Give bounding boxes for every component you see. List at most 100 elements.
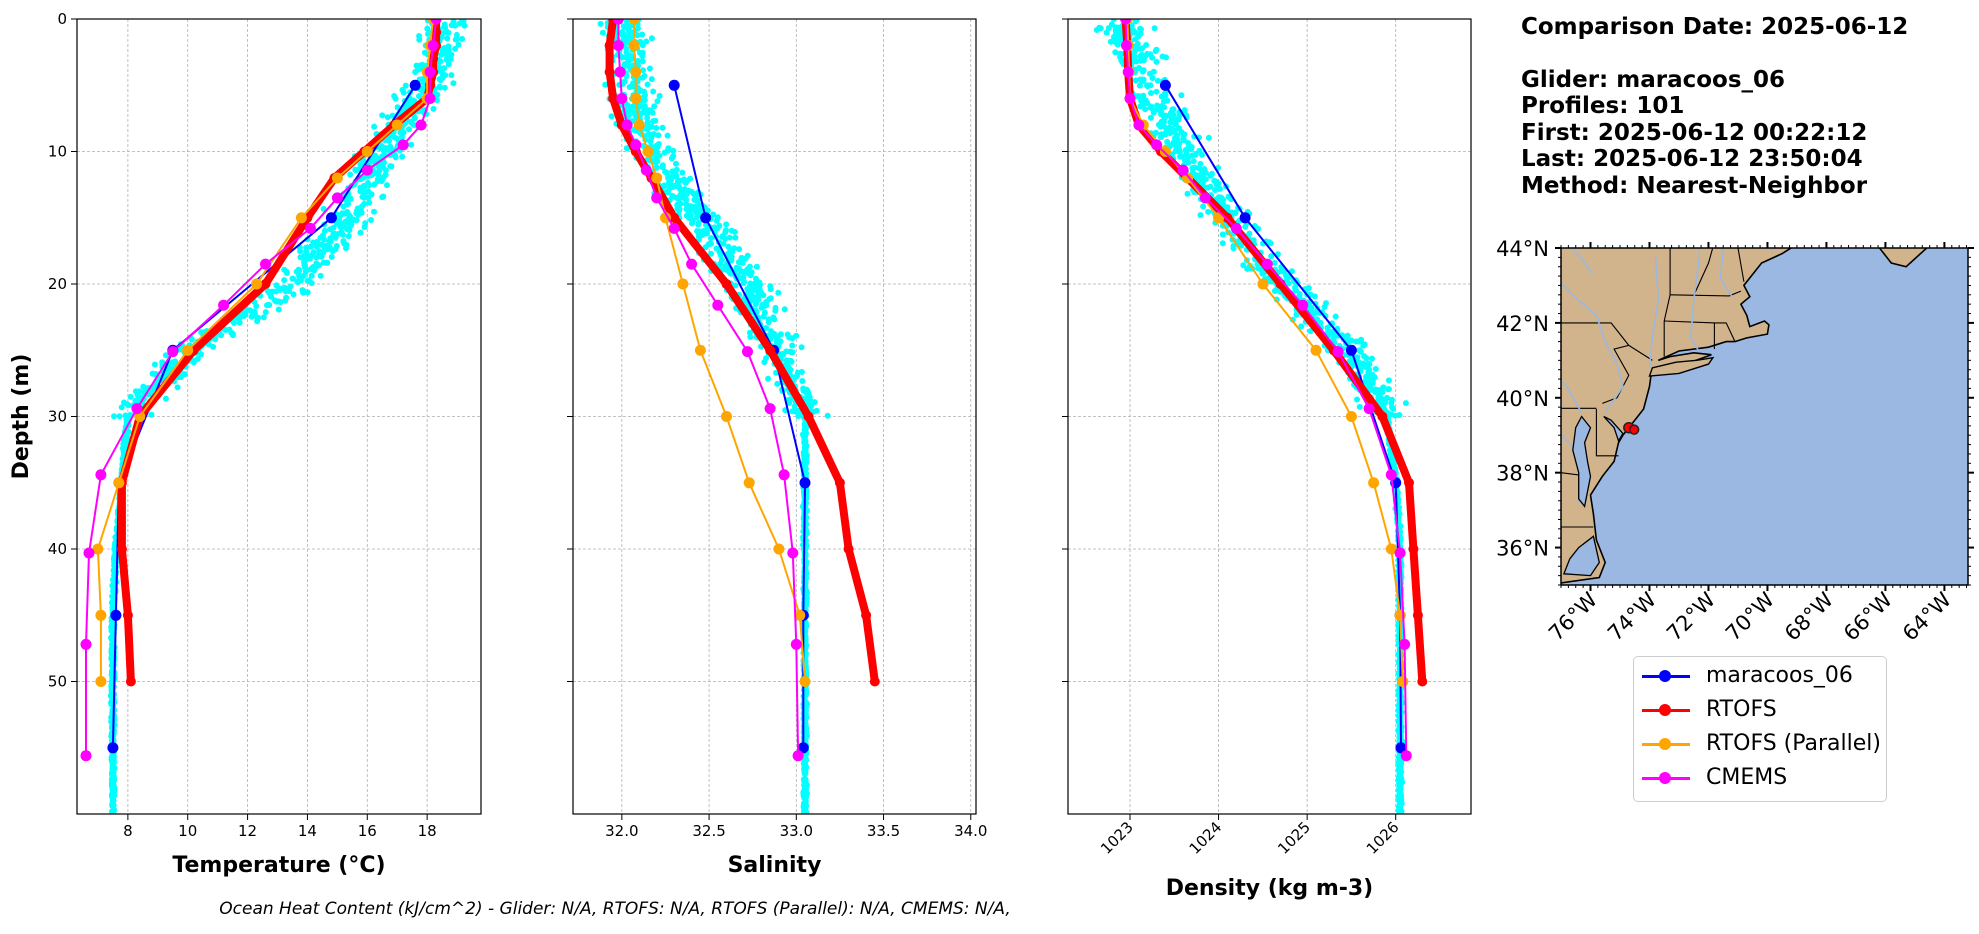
scatter-point: [718, 256, 725, 263]
scatter-point: [738, 259, 745, 266]
scatter-point: [313, 243, 320, 250]
series-point: [95, 609, 107, 621]
series-point: [260, 279, 271, 289]
series-point: [167, 346, 179, 358]
scatter-point: [736, 265, 743, 272]
land-canada: [1878, 248, 1929, 268]
scatter-point: [352, 166, 359, 173]
scatter-point: [424, 25, 431, 32]
scatter-point: [1230, 245, 1237, 252]
scatter-point: [210, 343, 217, 350]
scatter-point: [630, 126, 637, 133]
series-line: [673, 85, 806, 748]
scatter-point: [1138, 26, 1144, 33]
x-tick-label: 18: [418, 822, 437, 840]
ohc-footer: Ocean Heat Content (kJ/cm^2) - Glider: N…: [219, 899, 1011, 919]
series-point: [304, 222, 316, 234]
scatter-point: [639, 31, 646, 38]
scatter-point: [1366, 366, 1373, 373]
scatter-point: [1361, 341, 1368, 348]
scatter-point: [767, 286, 774, 293]
scatter-point: [326, 238, 333, 245]
scatter-point: [415, 66, 422, 73]
scatter-point: [321, 244, 328, 251]
scatter-point: [624, 25, 631, 32]
scatter-point: [771, 330, 778, 337]
scatter-point: [1174, 132, 1181, 139]
series-point: [677, 278, 689, 290]
chesapeake-bay: [1572, 415, 1592, 508]
scatter-point: [379, 194, 386, 201]
map-lat-label: 38°N: [1496, 462, 1549, 486]
scatter-point: [448, 51, 455, 58]
series-point: [92, 543, 104, 555]
scatter-point: [453, 31, 460, 38]
series-point: [1377, 411, 1388, 422]
river: [1689, 248, 1701, 351]
scatter-point: [361, 174, 368, 181]
scatter-point: [437, 84, 444, 91]
scatter-point: [459, 35, 466, 42]
scatter-point: [1385, 386, 1392, 393]
scatter-point: [456, 20, 463, 27]
scatter-point: [654, 158, 661, 165]
series-point: [1124, 93, 1136, 104]
series-line: [96, 19, 435, 682]
series-point: [1399, 638, 1411, 650]
comparison-date: Comparison Date: 2025-06-12: [1521, 14, 1909, 40]
scatter-point: [408, 141, 415, 148]
scatter-point: [1388, 454, 1395, 461]
series-point: [1133, 119, 1145, 131]
series-point: [409, 79, 421, 91]
series-point: [116, 544, 127, 554]
scatter-point: [795, 413, 802, 420]
scatter-point: [1205, 208, 1212, 215]
scatter-point: [693, 197, 700, 204]
scatter-point: [1268, 253, 1275, 260]
series-point: [1404, 477, 1414, 488]
scatter-point: [794, 369, 801, 376]
scatter-point: [111, 413, 117, 420]
series-point: [1412, 610, 1423, 621]
series-point: [608, 93, 619, 104]
scatter-point: [1143, 42, 1150, 48]
y-tick-label: 40: [48, 540, 67, 558]
legend-marker: [1659, 772, 1671, 784]
x-tick-label: 34.0: [954, 822, 987, 840]
series-point: [430, 19, 442, 25]
series-point: [630, 93, 642, 104]
scatter-point: [281, 277, 288, 284]
series-point: [792, 750, 804, 762]
series-point: [742, 346, 753, 358]
scatter-point: [448, 22, 455, 29]
scatter-point: [1344, 332, 1351, 339]
series-point: [694, 344, 706, 356]
scatter-point: [452, 45, 459, 52]
scatter-point: [1096, 24, 1103, 31]
scatter-point: [674, 202, 681, 209]
series-point: [122, 610, 133, 621]
scatter-point: [294, 279, 301, 286]
scatter-point: [824, 412, 831, 419]
scatter-point: [1255, 225, 1262, 232]
scatter-point: [148, 411, 155, 418]
series-point: [628, 19, 640, 25]
scatter-point: [1153, 88, 1160, 95]
series-point: [869, 676, 880, 687]
series-point: [799, 676, 811, 687]
series-point: [295, 212, 307, 224]
series-point: [1397, 676, 1409, 687]
scatter-point: [1118, 57, 1125, 64]
glider-location-marker: [1628, 424, 1640, 435]
series-point: [361, 146, 373, 157]
scatter-point: [448, 72, 455, 79]
map-lat-label: 40°N: [1496, 387, 1549, 411]
series-point: [1151, 139, 1163, 151]
scatter-point: [262, 309, 269, 316]
scatter-point: [416, 93, 422, 100]
scatter-point: [732, 234, 739, 241]
legend: maracoos_06 RTOFS RTOFS (Parallel) CMEMS: [1633, 656, 1887, 802]
scatter-point: [229, 332, 236, 339]
x-tick-label: 10: [178, 822, 197, 840]
scatter-point: [149, 370, 156, 377]
